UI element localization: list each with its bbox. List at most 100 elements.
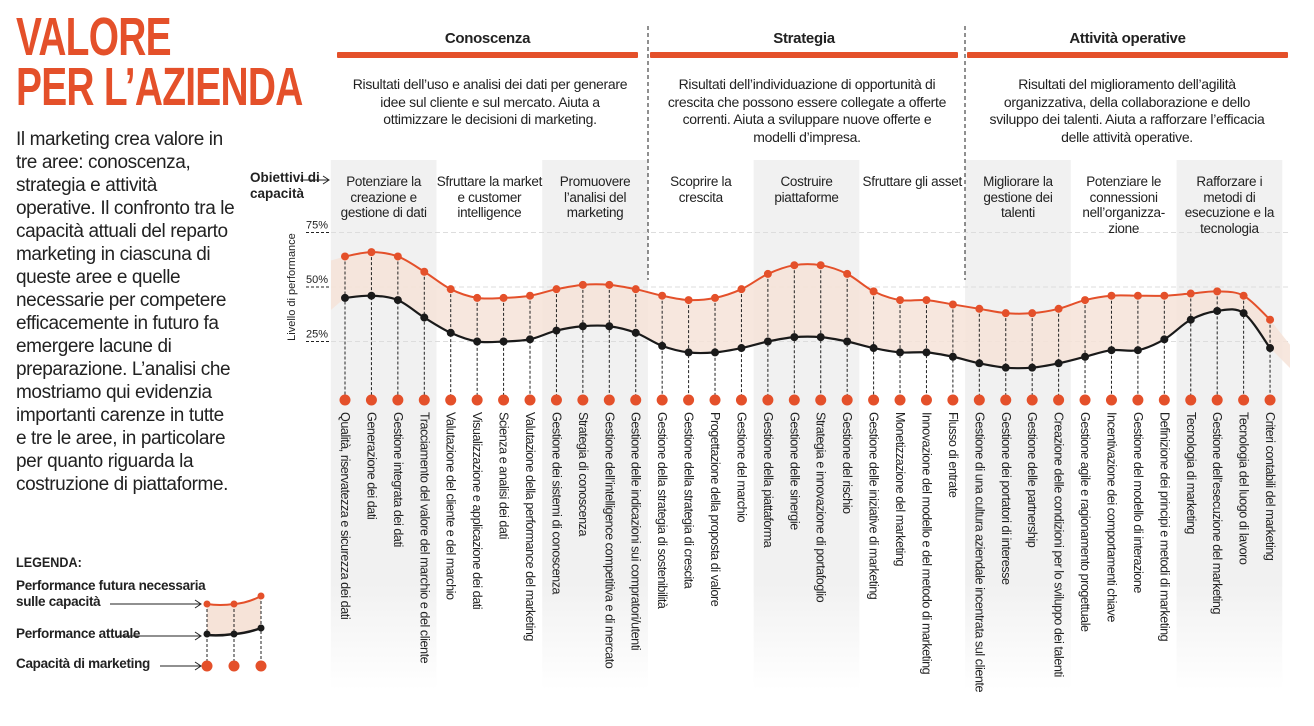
future-point [790,261,799,270]
capability-dot [762,394,774,406]
future-point [684,296,693,305]
future-point [975,304,984,313]
objectives-arrow-head [322,175,330,185]
current-point [1001,363,1010,372]
current-point [869,344,878,353]
performance-gap-band [331,252,1290,369]
current-point [1160,335,1169,344]
legend-capability-label: Capacità di marketing [16,656,150,671]
legend-future-label: Performance futura necessaria sulle capa… [16,578,206,609]
capability-label: Scienza e analisi dei dati [497,412,511,539]
group-column-bg [542,160,648,690]
future-point [922,296,931,305]
future-point [446,285,455,294]
future-point [843,269,852,278]
future-point [1266,315,1275,324]
future-point [605,280,614,289]
capability-dot [709,394,721,406]
current-point [1054,359,1063,368]
capability-objective-label: Potenziare le connessioni nell’organizza… [1082,174,1165,236]
current-point [1107,346,1116,355]
capability-dot [1185,394,1197,406]
capability-objective-label: Sfruttare la market e customer intellige… [436,174,543,220]
ytick-label: 50% [306,274,328,286]
capability-label: Gestione delle iniziative di marketing [867,412,881,600]
capability-objective-label: Promuovere l’analisi del marketing [559,174,631,220]
capability-label: Valutazione della performance del market… [523,412,537,641]
y-axis-label: Livello di performance [286,233,298,341]
future-point [658,291,667,300]
current-point [393,296,402,305]
group-column-bg [330,160,437,690]
capability-label: Gestione integrata dei dati [391,412,405,547]
capability-label: Gestione delle sinergie [787,412,801,530]
capability-dot [445,394,457,406]
capability-dot [471,394,483,406]
capability-dot [841,394,853,406]
capability-label: Monetizzazione del marketing [893,412,907,566]
capability-label: Innovazione del modello e del metodo di … [919,412,933,675]
capability-dot [1158,394,1170,406]
intro-text: Il marketing crea valore in tre aree: co… [16,129,235,495]
capability-dot [1132,394,1144,406]
capability-label: Tecnologia del luogo di lavoro [1237,412,1251,565]
future-point [763,269,772,278]
section-bar-conoscenza [337,52,638,58]
current-point [1266,344,1275,353]
current-point [790,333,799,342]
capability-label: Strategia di conoscenza [576,412,590,537]
future-point [1001,309,1010,318]
current-point [975,359,984,368]
capability-label: Creazione delle condizioni per lo svilup… [1052,412,1066,677]
capability-objective-label: Potenziare la creazione e gestione di da… [340,174,427,220]
capability-label: Strategia e innovazione di portafoglio [814,412,828,603]
capability-objective-label: Migliorare la gestione dei talenti [983,174,1053,220]
section-desc-conoscenza: Risultati dell’uso e analisi dei dati pe… [352,76,628,127]
title-line-2: PER L’AZIENDA [16,57,303,117]
capability-dot [1026,394,1038,406]
current-point [446,328,455,337]
current-point [552,326,561,335]
capability-label: Gestione della piattaforma [761,412,775,548]
objectives-label-text: Obiettivi di capacità [250,170,320,201]
capability-label: Gestione della strategia di sostenibilit… [655,412,669,609]
capability-dot [656,394,668,406]
future-point [631,285,640,294]
current-point [948,352,957,361]
current-point [658,341,667,350]
capability-dot [1000,394,1012,406]
section-title-attivita: Attività operative [1069,30,1186,47]
future-point [1081,296,1090,305]
future-point [420,267,429,276]
capability-objective-label: Rafforzare i metodi di esecuzione e la t… [1184,174,1275,236]
current-point [605,322,614,331]
capability-dot [1105,394,1117,406]
current-point [341,293,349,302]
ytick-label: 75% [306,220,328,232]
legend-future-point [203,600,211,608]
capability-label: Definizione dei principi e metodi di mar… [1157,412,1171,642]
future-point [526,291,535,300]
capability-label: Gestione del marchio [734,412,748,522]
section-bar-attivita [967,52,1288,58]
capability-label: Criteri contabili del marketing [1263,412,1277,561]
capability-label: Gestione agile e ragionamento progettual… [1078,412,1092,632]
capability-dot [550,394,562,406]
group-column-bg [753,160,860,690]
current-point [367,291,376,300]
legend-arrow-head [194,631,202,641]
future-point [711,293,720,302]
section-title-conoscenza: Conoscenza [444,30,531,47]
capability-dot [1211,394,1223,406]
capability-dot [524,394,536,406]
capability-dot [1238,394,1250,406]
capability-objective-label: Sfruttare gli asset [862,174,963,189]
legend-capability-dot [201,660,213,672]
future-point [578,280,587,289]
capability-dot [339,394,351,406]
objectives-label: Obiettivi di capacità [250,170,322,202]
current-point [631,328,640,337]
current-point [526,335,535,344]
current-point [711,348,720,357]
legend-capability-dot [228,660,240,672]
